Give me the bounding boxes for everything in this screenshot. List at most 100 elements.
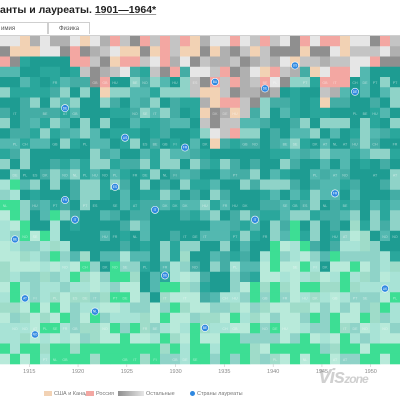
heatmap-cell <box>390 36 400 47</box>
heatmap-cell <box>240 148 251 160</box>
heatmap-cell <box>0 159 11 170</box>
heatmap-cell <box>70 312 81 324</box>
heatmap-cell <box>370 46 381 57</box>
heatmap-cell <box>80 56 91 68</box>
heatmap-cell <box>220 333 231 344</box>
heatmap-cell <box>70 128 81 139</box>
heatmap-cell <box>110 87 121 98</box>
heatmap-cell <box>290 333 301 344</box>
laureate-marker[interactable] <box>201 324 209 332</box>
heatmap-cell <box>10 138 21 150</box>
heatmap-cell <box>280 87 291 98</box>
heatmap-cell <box>180 302 191 314</box>
title-years[interactable]: 1901—1964* <box>94 4 157 16</box>
heatmap-cell <box>150 46 161 57</box>
heatmap-cell <box>190 77 201 88</box>
heatmap-cell <box>390 210 400 221</box>
heatmap-cell <box>370 128 381 139</box>
heatmap-cell <box>210 189 221 201</box>
heatmap-cell <box>10 107 21 119</box>
heatmap-cell <box>170 292 181 303</box>
heatmap-cell <box>150 230 161 242</box>
heatmap-cell <box>220 66 231 78</box>
heatmap-cell <box>240 77 251 88</box>
laureate-marker[interactable] <box>161 271 169 280</box>
laureate-marker[interactable] <box>261 84 269 93</box>
laureate-marker[interactable] <box>71 215 79 224</box>
laureate-marker[interactable] <box>211 78 219 86</box>
laureate-marker[interactable] <box>151 205 159 214</box>
laureate-marker[interactable] <box>21 294 29 303</box>
laureate-marker[interactable] <box>351 87 359 96</box>
heatmap-cell <box>350 189 361 201</box>
heatmap-cell <box>170 77 181 88</box>
heatmap-cell <box>0 271 11 283</box>
heatmap-cell <box>270 271 281 283</box>
laureate-marker[interactable] <box>291 61 299 70</box>
heatmap-cell <box>180 87 191 98</box>
heatmap-cell <box>160 46 171 57</box>
heatmap-cell <box>340 312 351 324</box>
heatmap-cell <box>230 148 241 160</box>
cell-code-label: ES <box>303 204 308 208</box>
heatmap-cell <box>270 251 281 262</box>
tab-physics[interactable]: Физика <box>48 22 90 34</box>
heatmap-cell <box>380 200 391 211</box>
heatmap-cell <box>40 220 51 232</box>
heatmap-cell <box>150 87 161 98</box>
heatmap-cell <box>0 353 11 365</box>
laureate-marker[interactable] <box>181 143 189 152</box>
heatmap-cell <box>260 159 271 170</box>
heatmap-cell <box>200 87 211 98</box>
heatmap-cell <box>130 312 141 324</box>
laureate-marker[interactable] <box>31 330 39 339</box>
heatmap-cell <box>30 302 41 314</box>
heatmap-cell <box>340 220 351 232</box>
heatmap-cell <box>70 241 81 252</box>
laureate-marker[interactable] <box>111 182 119 191</box>
laureate-marker[interactable] <box>251 215 259 224</box>
heatmap-cell <box>30 179 41 191</box>
laureate-marker[interactable] <box>11 235 19 244</box>
heatmap-cell <box>90 189 101 201</box>
heatmap-cell <box>240 323 251 334</box>
heatmap-cell <box>40 36 51 47</box>
heatmap-cell <box>50 66 61 78</box>
heatmap-cell <box>30 36 41 47</box>
heatmap-cell <box>270 241 281 252</box>
laureate-marker[interactable] <box>121 133 129 142</box>
heatmap-cell <box>140 230 151 242</box>
cell-code-label: DK <box>203 143 209 147</box>
heatmap-cell <box>50 353 61 365</box>
laureate-marker[interactable] <box>331 189 339 198</box>
heatmap-cell <box>20 97 31 109</box>
heatmap-cell <box>310 333 321 344</box>
cell-code-label: NL <box>303 358 308 362</box>
heatmap-cell <box>280 66 291 78</box>
heatmap-cell <box>110 77 121 88</box>
heatmap-cell <box>100 118 111 129</box>
heatmap-cell <box>210 138 221 150</box>
heatmap-cell <box>390 128 400 139</box>
x-tick-label: 1920 <box>72 369 84 375</box>
heatmap-cell <box>390 189 400 201</box>
laureate-marker[interactable] <box>61 104 69 113</box>
cell-code-label: PL <box>113 173 117 177</box>
heatmap-cell <box>310 56 321 68</box>
laureate-marker[interactable] <box>381 284 389 293</box>
heatmap-cell <box>190 159 201 170</box>
cell-code-label: GB <box>62 358 68 362</box>
heatmap-cell <box>70 353 81 365</box>
tab-chemistry[interactable]: имия <box>0 22 48 34</box>
heatmap-cell <box>370 159 381 170</box>
heatmap-cell <box>340 271 351 283</box>
heatmap-cell <box>40 343 51 355</box>
laureate-marker-label: US <box>293 64 297 68</box>
heatmap-cell <box>320 189 331 201</box>
laureate-marker[interactable] <box>61 196 69 204</box>
heatmap-cell <box>320 128 331 139</box>
laureate-marker[interactable] <box>91 307 99 316</box>
heatmap-cell <box>230 220 241 232</box>
heatmap-cell <box>290 261 301 273</box>
heatmap-cell <box>280 323 291 334</box>
